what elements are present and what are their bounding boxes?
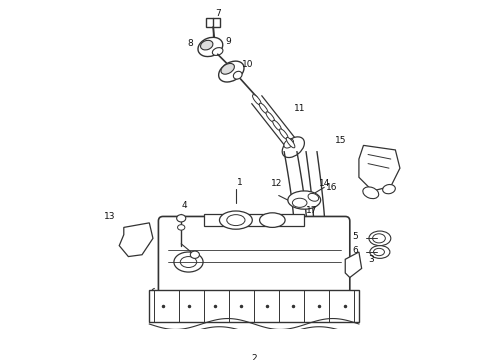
Ellipse shape: [363, 187, 379, 199]
Text: 16: 16: [326, 183, 337, 192]
Ellipse shape: [233, 71, 242, 79]
Text: 14: 14: [318, 179, 330, 188]
Ellipse shape: [282, 137, 304, 158]
Ellipse shape: [198, 37, 223, 57]
Text: 10: 10: [242, 60, 253, 69]
Ellipse shape: [212, 48, 223, 55]
Ellipse shape: [219, 61, 244, 82]
Ellipse shape: [266, 112, 275, 122]
Text: 12: 12: [271, 179, 283, 188]
Ellipse shape: [259, 103, 268, 113]
Text: 1: 1: [237, 178, 243, 187]
Text: 15: 15: [335, 136, 346, 145]
Ellipse shape: [369, 231, 391, 246]
Ellipse shape: [279, 129, 288, 139]
Ellipse shape: [227, 215, 245, 226]
Ellipse shape: [177, 215, 186, 222]
Ellipse shape: [308, 193, 318, 201]
Ellipse shape: [177, 225, 185, 230]
Bar: [204, 214, 304, 226]
Ellipse shape: [273, 120, 281, 131]
Polygon shape: [345, 252, 362, 278]
Text: 6: 6: [352, 246, 358, 255]
Text: 7: 7: [215, 9, 221, 18]
Text: 13: 13: [104, 212, 116, 221]
Ellipse shape: [200, 40, 213, 50]
Text: 4: 4: [181, 201, 187, 210]
Ellipse shape: [174, 252, 203, 272]
Text: 8: 8: [188, 39, 193, 48]
Text: 11: 11: [294, 104, 305, 113]
Polygon shape: [119, 223, 153, 257]
Text: 3: 3: [368, 255, 374, 264]
Ellipse shape: [373, 248, 385, 256]
Text: 17: 17: [306, 207, 318, 216]
Text: 2: 2: [251, 354, 257, 360]
Ellipse shape: [383, 185, 395, 194]
FancyBboxPatch shape: [158, 216, 350, 294]
Text: 5: 5: [352, 232, 358, 241]
Ellipse shape: [252, 95, 261, 105]
Text: 9: 9: [226, 37, 231, 46]
Ellipse shape: [284, 139, 294, 148]
Bar: [149, 290, 359, 322]
Polygon shape: [359, 145, 400, 191]
Ellipse shape: [180, 257, 196, 267]
Ellipse shape: [293, 198, 307, 207]
Ellipse shape: [370, 246, 390, 258]
Ellipse shape: [190, 251, 199, 258]
Ellipse shape: [220, 211, 252, 229]
Ellipse shape: [288, 191, 320, 209]
Ellipse shape: [286, 138, 295, 148]
Ellipse shape: [372, 234, 385, 243]
Bar: [206, 18, 220, 27]
Ellipse shape: [260, 213, 285, 228]
Ellipse shape: [221, 63, 234, 74]
